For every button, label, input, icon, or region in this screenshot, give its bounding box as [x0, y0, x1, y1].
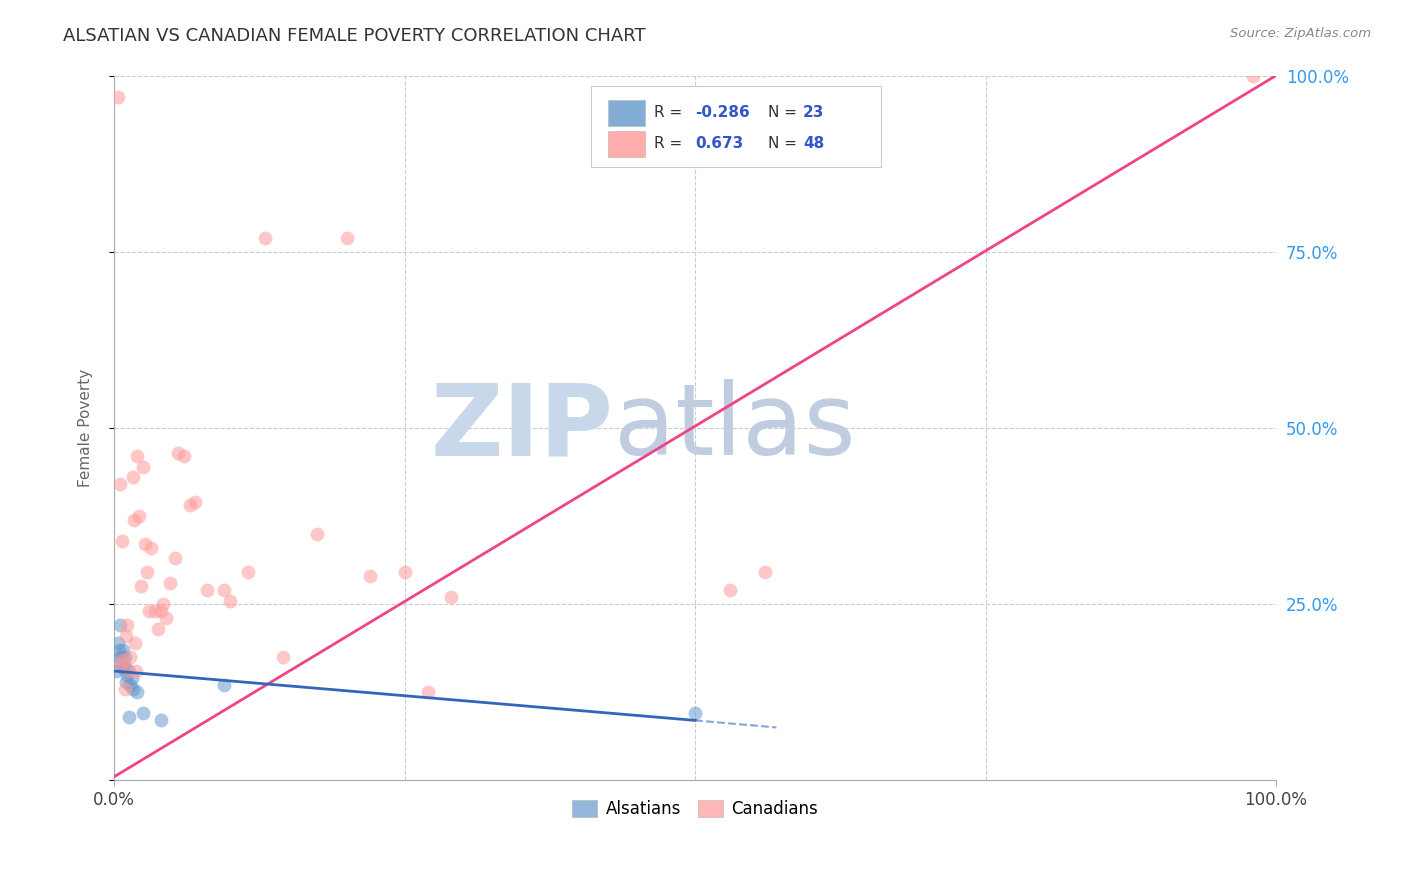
- Point: [118, 710, 141, 724]
- Point: [120, 678, 142, 692]
- Text: N =: N =: [768, 136, 803, 152]
- Text: R =: R =: [654, 136, 692, 152]
- Point: [111, 650, 134, 665]
- FancyBboxPatch shape: [591, 87, 882, 167]
- Point: [184, 495, 207, 509]
- Point: [115, 618, 138, 632]
- Point: [195, 582, 218, 597]
- FancyBboxPatch shape: [607, 100, 645, 126]
- Point: [112, 660, 135, 674]
- Text: atlas: atlas: [614, 379, 855, 476]
- Text: ALSATIAN VS CANADIAN FEMALE POVERTY CORRELATION CHART: ALSATIAN VS CANADIAN FEMALE POVERTY CORR…: [63, 27, 645, 45]
- Point: [107, 636, 129, 650]
- Point: [416, 685, 439, 699]
- Point: [1241, 69, 1264, 83]
- Point: [124, 636, 146, 650]
- Text: ZIP: ZIP: [430, 379, 614, 476]
- Text: R =: R =: [654, 105, 688, 120]
- Point: [125, 664, 148, 678]
- Legend: Alsatians, Canadians: Alsatians, Canadians: [565, 793, 824, 825]
- FancyBboxPatch shape: [607, 131, 645, 157]
- Point: [141, 541, 163, 555]
- Point: [118, 664, 141, 678]
- Point: [114, 650, 136, 665]
- Point: [173, 449, 195, 463]
- Point: [149, 714, 172, 728]
- Point: [105, 664, 128, 678]
- Point: [121, 681, 143, 696]
- Point: [254, 230, 277, 244]
- Point: [335, 230, 357, 244]
- Text: 23: 23: [803, 105, 824, 120]
- Point: [108, 618, 131, 632]
- Point: [108, 650, 131, 665]
- Point: [135, 566, 157, 580]
- Point: [236, 566, 259, 580]
- Point: [440, 590, 463, 604]
- Point: [148, 622, 170, 636]
- Point: [122, 512, 145, 526]
- Point: [107, 643, 129, 657]
- Point: [114, 681, 136, 696]
- Point: [127, 685, 149, 699]
- Text: N =: N =: [768, 105, 803, 120]
- Point: [152, 597, 174, 611]
- Text: 0.673: 0.673: [695, 136, 744, 152]
- Point: [132, 706, 155, 721]
- Point: [219, 593, 242, 607]
- Point: [149, 604, 172, 618]
- Point: [163, 551, 186, 566]
- Text: -0.286: -0.286: [695, 105, 749, 120]
- Point: [117, 664, 139, 678]
- Point: [683, 706, 706, 721]
- Point: [143, 604, 166, 618]
- Point: [179, 499, 201, 513]
- Point: [112, 643, 135, 657]
- Y-axis label: Female Poverty: Female Poverty: [79, 368, 93, 487]
- Point: [394, 566, 416, 580]
- Point: [121, 671, 143, 685]
- Point: [121, 470, 143, 484]
- Point: [271, 650, 294, 665]
- Point: [129, 579, 152, 593]
- Point: [107, 89, 129, 103]
- Point: [111, 533, 134, 548]
- Point: [159, 576, 181, 591]
- Point: [114, 674, 136, 689]
- Point: [114, 660, 136, 674]
- Point: [167, 445, 190, 459]
- Point: [138, 604, 160, 618]
- Point: [718, 582, 741, 597]
- Point: [214, 582, 236, 597]
- Point: [120, 650, 142, 665]
- Point: [134, 537, 156, 551]
- Point: [155, 611, 177, 625]
- Point: [214, 678, 236, 692]
- Point: [754, 566, 776, 580]
- Point: [132, 459, 155, 474]
- Point: [359, 569, 381, 583]
- Point: [108, 477, 131, 491]
- Point: [127, 449, 149, 463]
- Point: [307, 526, 329, 541]
- Point: [110, 657, 132, 671]
- Point: [110, 657, 132, 671]
- Point: [128, 508, 150, 523]
- Text: Source: ZipAtlas.com: Source: ZipAtlas.com: [1230, 27, 1371, 40]
- Point: [115, 667, 138, 681]
- Point: [114, 629, 136, 643]
- Point: [112, 653, 135, 667]
- Text: 48: 48: [803, 136, 824, 152]
